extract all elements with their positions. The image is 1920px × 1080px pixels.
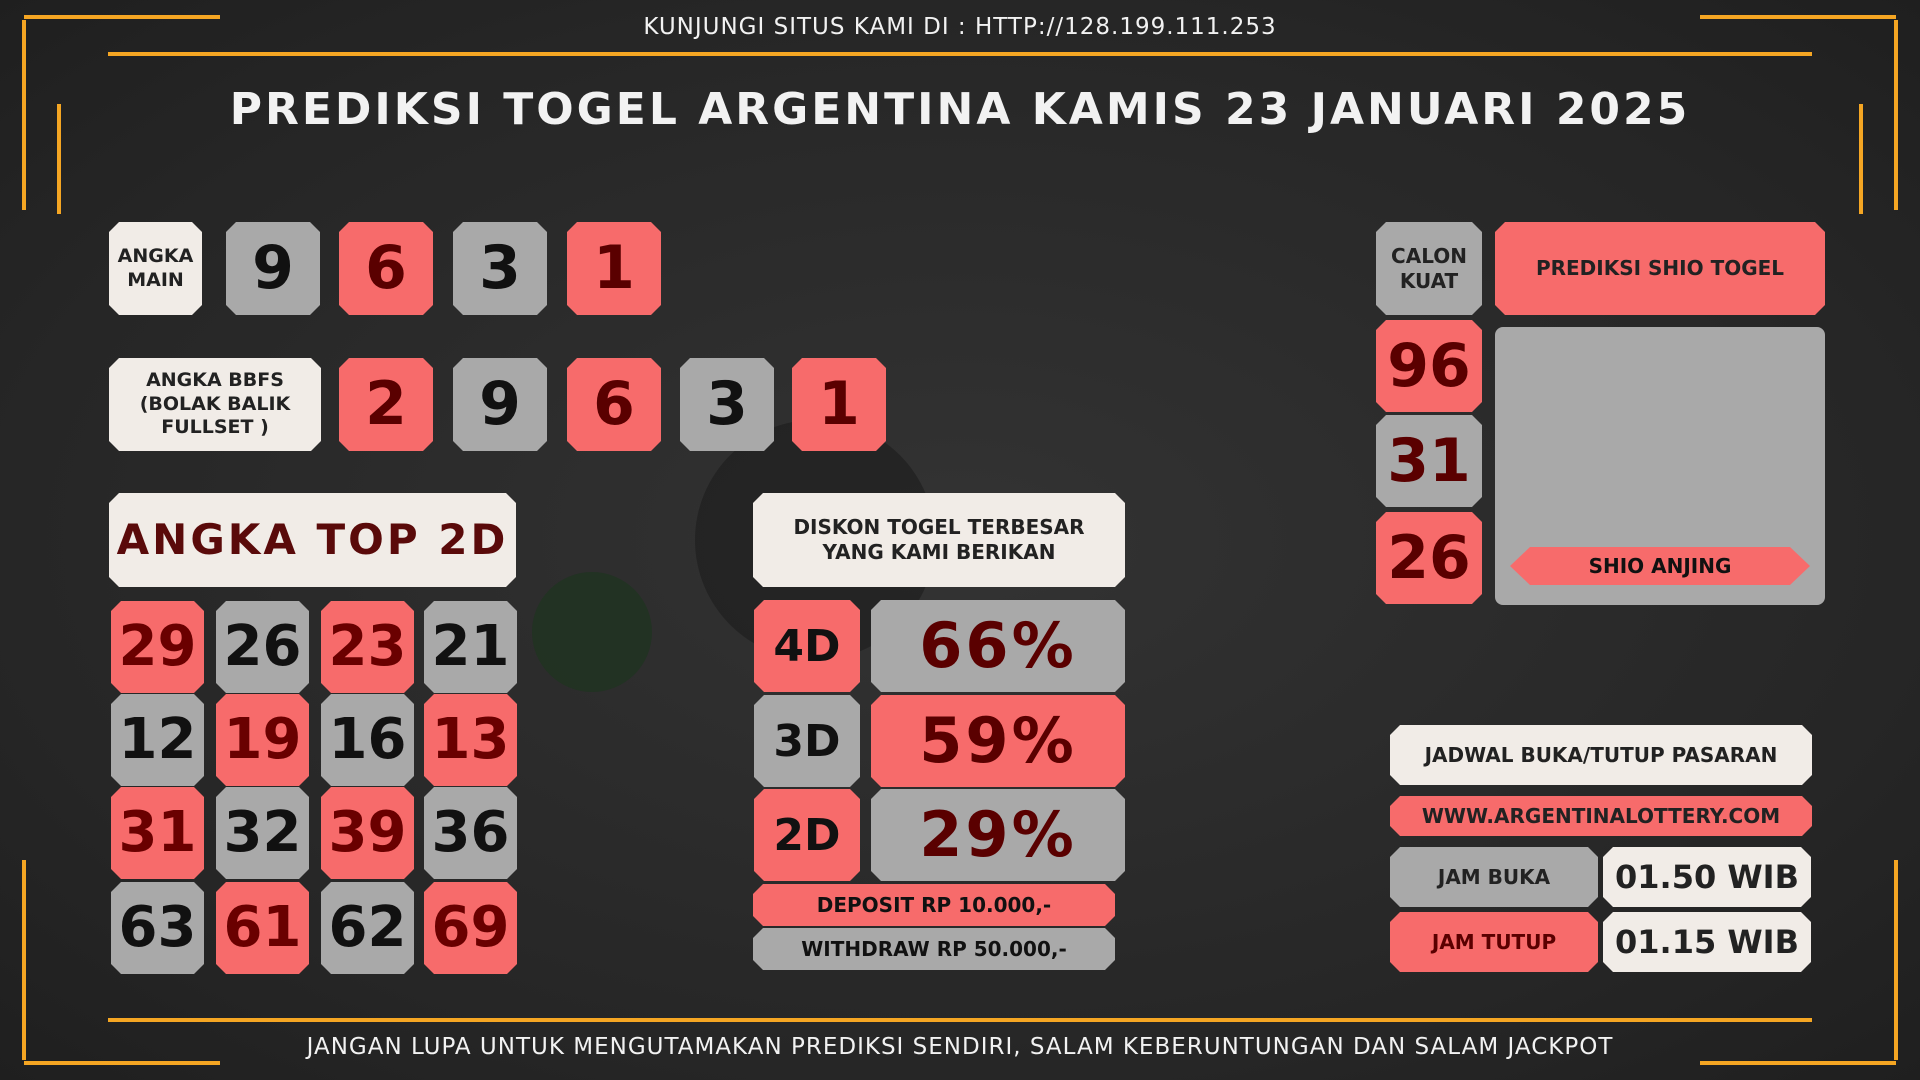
top2d-number: 26 [216,601,309,693]
top2d-number: 39 [321,787,414,879]
top2d-number: 61 [216,882,309,974]
diskon-value: 29% [871,789,1125,881]
bbfs-digit: 1 [792,358,886,451]
shio-title: PREDIKSI SHIO TOGEL [1495,222,1825,315]
calon-number: 96 [1376,320,1482,412]
footer-text: JANGAN LUPA UNTUK MENGUTAMAKAN PREDIKSI … [306,1034,1614,1060]
shio-name: SHIO ANJING [1510,547,1810,585]
top2d-number: 23 [321,601,414,693]
calon-number: 31 [1376,415,1482,507]
main-digit: 1 [567,222,661,315]
top2d-title: ANGKA TOP 2D [109,493,516,587]
buka-time: 01.50 WIB [1603,847,1811,907]
diskon-title: DISKON TOGEL TERBESAR YANG KAMI BERIKAN [753,493,1125,587]
buka-label: JAM BUKA [1390,847,1598,907]
site-text: KUNJUNGI SITUS KAMI DI : HTTP://128.199.… [643,14,1277,40]
main-digit: 3 [453,222,547,315]
deposit-text: DEPOSIT RP 10.000,- [753,884,1115,926]
diskon-label: 2D [754,789,860,881]
top2d-number: 29 [111,601,204,693]
top2d-number: 31 [111,787,204,879]
main-digit: 9 [226,222,320,315]
top2d-number: 21 [424,601,517,693]
top2d-number: 62 [321,882,414,974]
main-digit: 6 [339,222,433,315]
bbfs-digit: 6 [567,358,661,451]
bbfs-label: ANGKA BBFS (BOLAK BALIK FULLSET ) [109,358,321,451]
main-label: ANGKA MAIN [109,222,202,315]
top2d-number: 63 [111,882,204,974]
top2d-number: 69 [424,882,517,974]
bbfs-digit: 9 [453,358,547,451]
top2d-number: 19 [216,694,309,786]
diskon-label: 4D [754,600,860,692]
tutup-label: JAM TUTUP [1390,912,1598,972]
bbfs-digit: 2 [339,358,433,451]
diskon-value: 59% [871,695,1125,787]
top2d-number: 16 [321,694,414,786]
diskon-label: 3D [754,695,860,787]
diskon-value: 66% [871,600,1125,692]
calon-label: CALON KUAT [1376,222,1482,315]
page-title: PREDIKSI TOGEL ARGENTINA KAMIS 23 JANUAR… [229,84,1691,135]
jadwal-url: WWW.ARGENTINALOTTERY.COM [1390,796,1812,836]
top2d-number: 32 [216,787,309,879]
jadwal-title: JADWAL BUKA/TUTUP PASARAN [1390,725,1812,785]
top2d-number: 13 [424,694,517,786]
calon-number: 26 [1376,512,1482,604]
top2d-number: 12 [111,694,204,786]
tutup-time: 01.15 WIB [1603,912,1811,972]
top2d-number: 36 [424,787,517,879]
withdraw-text: WITHDRAW RP 50.000,- [753,928,1115,970]
bbfs-digit: 3 [680,358,774,451]
